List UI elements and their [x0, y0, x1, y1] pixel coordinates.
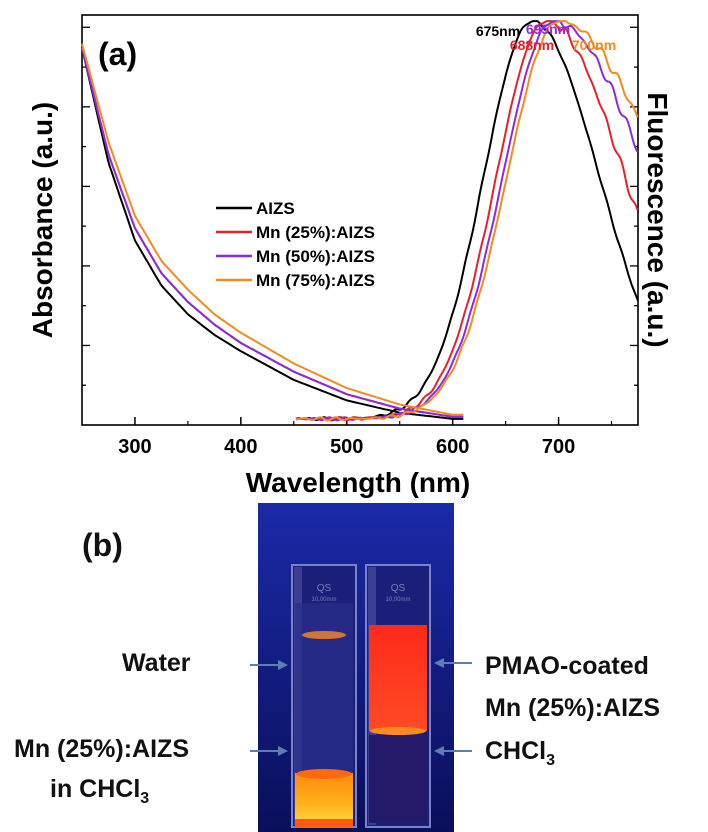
left-tube-size: 10,00mm: [311, 597, 336, 603]
left-chcl3-layer: [295, 773, 353, 825]
peak-label-1: 695nm: [526, 21, 570, 37]
left-axis-ticks: [82, 26, 90, 386]
x-axis-ticks: 300 400 500 600 700: [118, 417, 613, 458]
mn-in-chcl3-label-line2: in CHCl3: [50, 777, 149, 807]
panel-a-label: (a): [98, 36, 137, 72]
series-lines: [81, 20, 639, 422]
plot-frame: [81, 14, 639, 426]
mn-in-chcl3-label-line1: Mn (25%):AIZS: [14, 735, 189, 763]
water-arrow: [250, 660, 288, 670]
cuvette-photo: QS 10,00mm QS 10,00mm: [258, 503, 454, 832]
legend-label-3: Mn (75%):AIZS: [256, 271, 375, 290]
legend-label-2: Mn (50%):AIZS: [256, 247, 375, 266]
left-tube-qs: QS: [317, 583, 332, 594]
legend-label-0: AIZS: [256, 199, 295, 218]
chcl3-text: CHCl: [485, 737, 547, 765]
legend-label-1: Mn (25%):AIZS: [256, 223, 375, 242]
absorbance-line-2: [81, 47, 464, 418]
right-tube-qs: QS: [391, 583, 406, 594]
mn-arrow: [250, 746, 288, 756]
legend: AIZS Mn (25%):AIZS Mn (50%):AIZS Mn (75%):A…: [216, 199, 375, 290]
x-tick-label: 500: [330, 436, 363, 458]
x-axis-label: Wavelength (nm): [246, 467, 471, 498]
y-axis-right-label: Fluorescence (a.u.): [642, 92, 673, 347]
x-tick-label: 700: [542, 436, 575, 458]
fluorescence-line-3: [295, 20, 639, 422]
fluorescence-line-0: [304, 20, 639, 422]
pmao-label-line1: PMAO-coated: [485, 652, 649, 680]
peak-label-2: 688nm: [510, 37, 554, 53]
fluorescence-line-2: [295, 20, 639, 422]
right-pmao-layer: [369, 625, 427, 731]
left-water-layer: [295, 603, 353, 773]
chcl3-label: CHCl3: [485, 739, 555, 769]
chcl-text: in CHCl: [50, 775, 141, 803]
water-label: Water: [122, 649, 191, 677]
y-axis-left-label: Absorbance (a.u.): [27, 102, 58, 338]
x-tick-label: 300: [118, 436, 151, 458]
fluorescence-line-1: [295, 20, 639, 422]
x-tick-label: 400: [224, 436, 257, 458]
pmao-label-line2: Mn (25%):AIZS: [485, 694, 660, 722]
absorbance-line-3: [81, 43, 464, 416]
chcl3-subscript: 3: [546, 752, 556, 769]
chcl-subscript: 3: [140, 790, 150, 807]
panel-b-label: (b): [82, 527, 123, 563]
pmao-arrow: [434, 658, 472, 668]
right-tube-size: 10,00mm: [385, 597, 410, 603]
peak-label-0: 675nm: [476, 23, 520, 39]
peak-label-3: 700nm: [572, 37, 616, 53]
chcl3-arrow: [434, 746, 472, 756]
x-tick-label: 600: [436, 436, 469, 458]
right-chcl3-layer: [369, 735, 427, 823]
